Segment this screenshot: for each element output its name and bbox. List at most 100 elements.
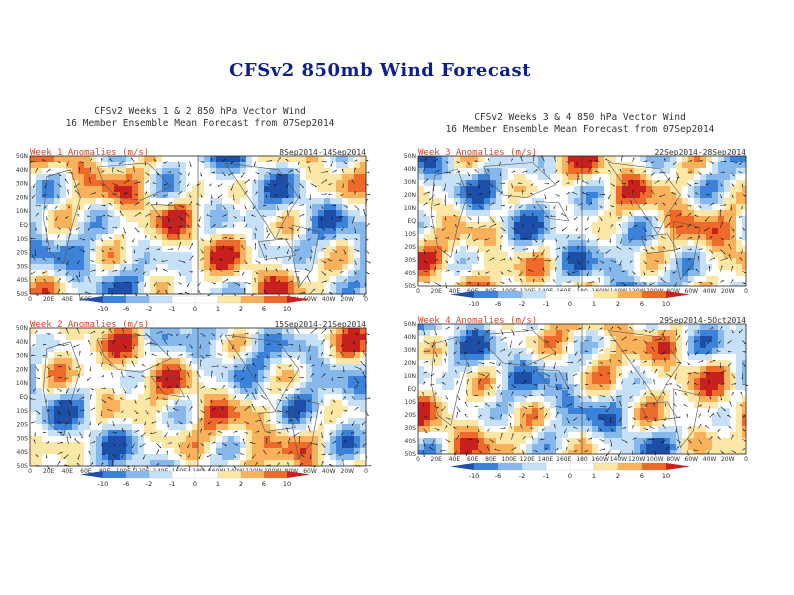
figure-header-line1: CFSv2 Weeks 1 & 2 850 hPa Vector Wind	[94, 106, 306, 117]
colorbar-label: -2	[146, 480, 152, 488]
colorbar-segment	[497, 462, 523, 471]
lon-tick-label: 40W	[703, 288, 717, 295]
colorbar-label: 0	[193, 305, 197, 313]
colorbar-label: 1	[216, 480, 220, 488]
panel-date-range: 29Sep2014-5Oct2014	[659, 316, 746, 325]
lat-tick-label: 20S	[405, 412, 417, 419]
lat-tick-label: 30S	[405, 425, 417, 432]
lon-tick-label: 0	[364, 468, 368, 475]
lat-tick-label: 20S	[17, 422, 29, 429]
figure-header-line2: 16 Member Ensemble Mean Forecast from 07…	[445, 124, 715, 135]
week2-anomaly-map: Week 2 Anomalies (m/s) 15Sep2014-21Sep201…	[16, 320, 372, 475]
lat-tick-label: 10N	[404, 205, 416, 212]
colorbar-segment	[521, 462, 547, 471]
colorbar-segment	[473, 462, 499, 471]
lon-tick-label: 40E	[62, 468, 74, 475]
colorbar-label: -6	[495, 300, 501, 308]
lon-tick-label: 40W	[703, 456, 717, 463]
lat-tick-label: 40S	[17, 449, 29, 456]
panel-date-range: 8Sep2014-14Sep2014	[279, 148, 366, 157]
colorbar-segment	[125, 470, 150, 479]
colorbar-label: -6	[123, 305, 129, 313]
colorbar-label: -1	[169, 305, 175, 313]
colorbar-segment	[102, 470, 127, 479]
lon-tick-label: 40W	[322, 296, 336, 303]
lon-tick-label: 140E	[538, 456, 553, 463]
panel-title: Week 1 Anomalies (m/s)	[30, 148, 149, 158]
lon-tick-label: 0	[28, 468, 32, 475]
lat-tick-label: 30N	[16, 353, 28, 360]
colorbar-right-arrow	[666, 291, 690, 298]
lon-tick-label: 140W	[610, 456, 627, 463]
colorbar-label: 6	[262, 480, 266, 488]
colorbar-label: 0	[568, 472, 572, 480]
continent-outlines	[43, 162, 320, 288]
colorbar-label: 10	[662, 300, 670, 308]
lon-tick-label: 20W	[341, 296, 355, 303]
lon-tick-label: 60W	[303, 296, 317, 303]
colorbar-label: -2	[519, 472, 525, 480]
lon-tick-label: 40W	[322, 468, 336, 475]
panel-title: Week 4 Anomalies (m/s)	[418, 316, 537, 326]
colorbar-segment	[217, 470, 242, 479]
colorbar-segment	[593, 462, 619, 471]
panel-title: Week 2 Anomalies (m/s)	[30, 320, 149, 330]
lat-tick-label: 50S	[17, 463, 29, 470]
lat-tick-label: 50N	[404, 321, 416, 328]
colorbar-right-arrow	[287, 471, 310, 478]
lat-tick-label: EQ	[19, 394, 28, 401]
colorbar-segment	[521, 290, 547, 299]
lon-tick-label: 20E	[43, 296, 55, 303]
map-frame	[29, 155, 367, 295]
colorbar-segment	[641, 462, 667, 471]
colorbar-segment	[125, 295, 150, 304]
colorbar-label: -2	[519, 300, 525, 308]
lat-tick-label: 10S	[405, 231, 417, 238]
colorbar-label: -1	[169, 480, 175, 488]
lon-tick-label: 40E	[62, 296, 74, 303]
figure-header-weeks-3-4: CFSv2 Weeks 3 & 4 850 hPa Vector Wind 16…	[410, 112, 750, 136]
colorbar-week-4: -10 -6 -2 -1 0 1 2 6 10	[450, 462, 690, 480]
lon-tick-label: 120E	[520, 456, 535, 463]
colorbar-segment	[102, 295, 127, 304]
figure-header-weeks-1-2: CFSv2 Weeks 1 & 2 850 hPa Vector Wind 16…	[30, 106, 370, 130]
colorbar-label: 2	[239, 305, 243, 313]
colorbar-week-2: -10 -6 -2 -1 0 1 2 6 10	[80, 470, 310, 488]
colorbar-segment	[148, 470, 173, 479]
colorbar-segment	[617, 462, 643, 471]
figure-header-line2: 16 Member Ensemble Mean Forecast from 07…	[65, 118, 335, 129]
map-frame	[417, 323, 747, 455]
lon-tick-label: 20W	[341, 468, 355, 475]
lat-tick-label: 30N	[16, 181, 28, 188]
lat-tick-label: 10S	[405, 399, 417, 406]
colorbar-segment	[263, 295, 288, 304]
lat-tick-label: 20S	[17, 250, 29, 257]
lat-tick-label: 30S	[17, 435, 29, 442]
lat-tick-label: 20N	[16, 194, 28, 201]
colorbar-label: 6	[640, 300, 644, 308]
lon-tick-label: 0	[416, 288, 420, 295]
colorbar-left-arrow	[80, 296, 103, 303]
lon-tick-label: 60W	[685, 288, 699, 295]
colorbar-segment	[593, 290, 619, 299]
lat-tick-label: 10N	[404, 373, 416, 380]
lat-tick-label: EQ	[407, 218, 416, 225]
lat-tick-label: 40S	[17, 277, 29, 284]
lat-tick-label: 30N	[404, 347, 416, 354]
panel-date-range: 15Sep2014-21Sep2014	[274, 320, 366, 329]
lat-tick-label: 50N	[16, 153, 28, 160]
colorbar-segment	[171, 470, 196, 479]
lat-tick-label: 40N	[16, 339, 28, 346]
colorbar-right-arrow	[287, 296, 310, 303]
lat-tick-label: 50S	[405, 283, 417, 290]
map-frame	[29, 327, 367, 467]
lon-tick-label: 160E	[556, 456, 571, 463]
colorbar-left-arrow	[450, 463, 474, 470]
lon-tick-label: 0	[744, 288, 748, 295]
colorbar-label: 0	[568, 300, 572, 308]
colorbar-label: -1	[543, 300, 549, 308]
lat-tick-label: 50S	[17, 291, 29, 298]
anomaly-field	[30, 328, 367, 467]
lon-tick-label: 20E	[431, 288, 443, 295]
colorbar-label: 6	[262, 305, 266, 313]
